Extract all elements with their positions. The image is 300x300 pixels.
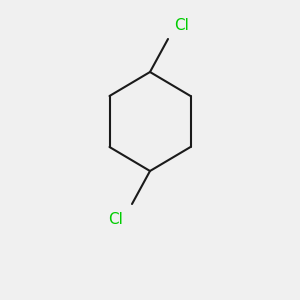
Text: Cl: Cl — [108, 212, 123, 226]
Text: Cl: Cl — [174, 18, 189, 33]
